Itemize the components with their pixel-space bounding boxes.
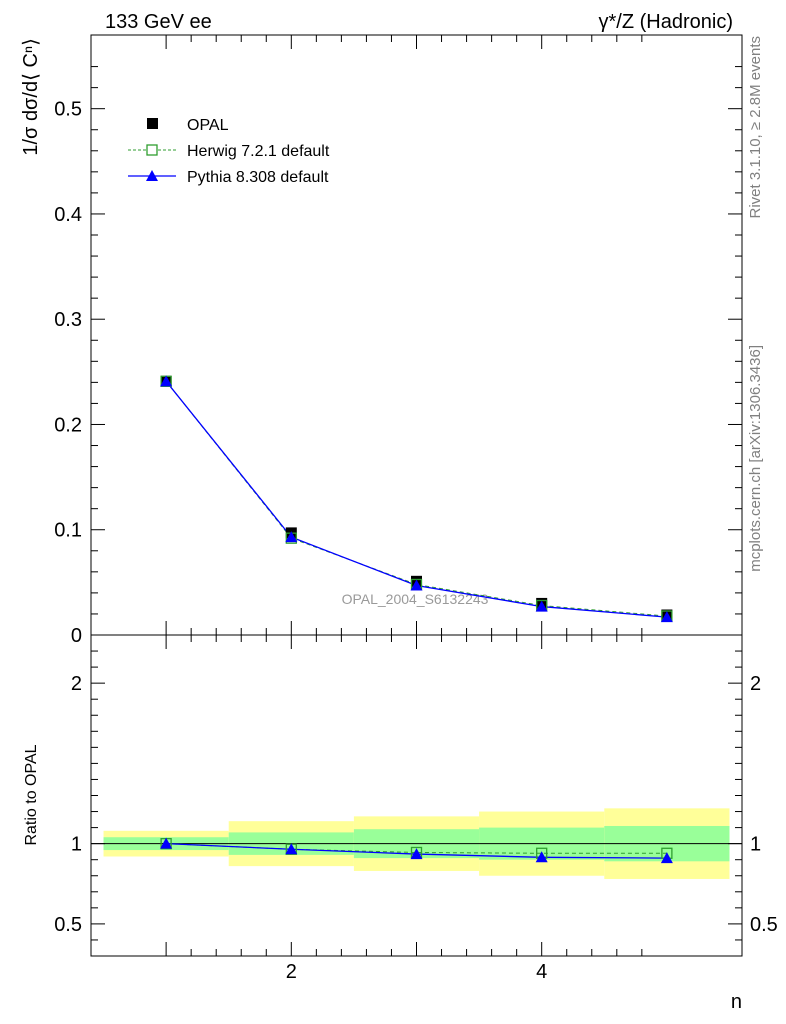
ratio-point-pythia [160,837,173,849]
ratio-y-axis-label: Ratio to OPAL [23,744,40,845]
analysis-watermark: OPAL_2004_S6132243 [342,591,489,607]
legend-marker-pythia [146,170,158,181]
ratio-point-pythia [535,851,548,863]
data-point-pythia [285,531,298,543]
legend: OPAL Herwig 7.2.1 default Pythia 8.308 d… [128,117,330,186]
legend-marker-opal [147,118,158,129]
ratio-point-pythia [410,848,423,860]
ratio-point-pythia [660,852,673,864]
header-left-label: 133 GeV ee [105,11,212,33]
ratio-point-pythia [285,843,298,855]
main-y-tick-label: 0.4 [54,204,82,226]
legend-label-opal: OPAL [187,117,229,134]
mcplots-label: mcplots.cern.ch [arXiv:1306.3436] [747,345,764,572]
data-point-pythia [410,579,423,591]
x-tick-label: 4 [536,961,547,983]
ratio-y-tick-label: 1 [71,834,82,856]
main-y-tick-label: 0.2 [54,414,82,436]
x-tick-label: 2 [286,961,297,983]
main-y-tick-label: 0.5 [54,99,82,121]
main-y-tick-label: 0.3 [54,309,82,331]
data-point-pythia [535,600,548,612]
main-y-tick-label: 0.1 [54,520,82,542]
main-y-axis-label: 1/σ dσ/d⟨ Cⁿ⟩ [20,38,42,156]
ratio-y-tick-label-right: 1 [750,834,761,856]
header-right-label: γ*/Z (Hadronic) [599,11,733,33]
rivet-label: Rivet 3.1.10, ≥ 2.8M events [747,36,764,219]
x-axis-label: n [731,991,742,1013]
axis-ticks: 2 4 0 0.1 0.2 0.3 0.4 0.5 0.5 0.5 1 1 2 2 [54,35,778,983]
ratio-y-tick-label-right: 0.5 [750,914,778,936]
panel-frames [90,34,743,957]
ratio-uncertainty-bands [91,808,742,879]
ratio-y-tick-label-right: 2 [750,673,761,695]
ratio-panel-frame [90,634,743,957]
main-y-tick-label: 0 [71,625,82,647]
series-layer [160,375,673,864]
legend-label-pythia: Pythia 8.308 default [187,169,329,186]
ratio-y-tick-label: 2 [71,673,82,695]
legend-marker-herwig [146,144,158,156]
data-point-pythia [160,375,173,387]
ratio-y-tick-label: 0.5 [54,914,82,936]
legend-label-herwig: Herwig 7.2.1 default [187,143,330,160]
data-point-pythia [660,611,673,623]
